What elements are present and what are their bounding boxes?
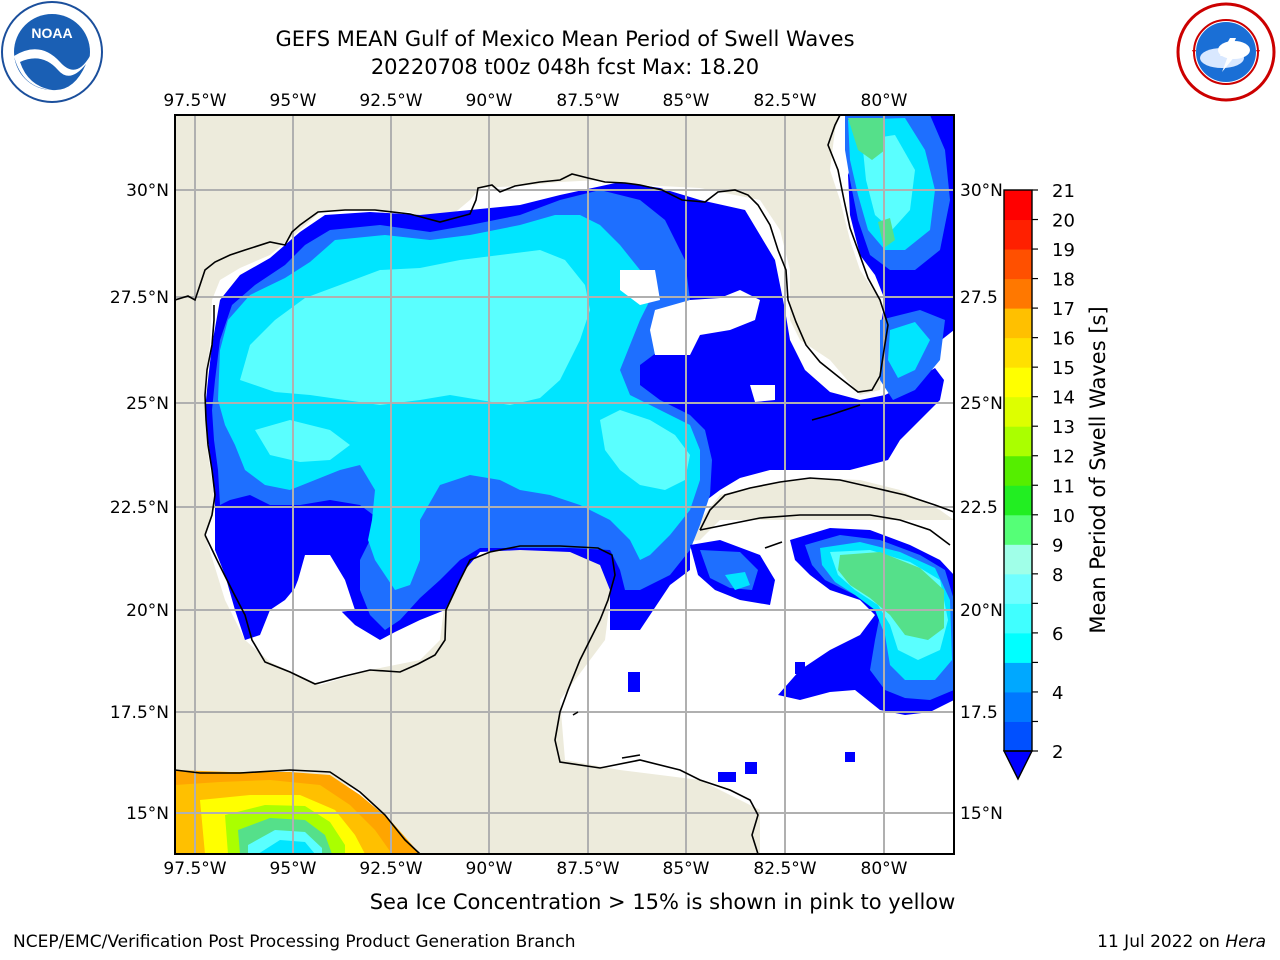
colorbar-tick-label: 4: [1052, 683, 1063, 704]
colorbar-bin: [1004, 632, 1032, 663]
colorbar-tick-label: 20: [1052, 211, 1075, 232]
noaa-logo-text: NOAA: [31, 25, 72, 41]
lat-tick-label: 27.5°N: [110, 288, 169, 308]
colorbar-extend-min: [1002, 750, 1034, 781]
chart-subtitle: 20220708 t00z 048h fcst Max: 18.20: [370, 55, 760, 79]
colorbar-tick-label: 16: [1052, 329, 1075, 350]
lon-tick-label: 97.5°W: [163, 91, 226, 111]
lat-tick-label: 15°N: [126, 804, 169, 824]
colorbar-tick-label: 19: [1052, 240, 1075, 261]
colorbar-tick-label: 2: [1052, 742, 1063, 763]
colorbar-bin: [1004, 455, 1032, 486]
lon-tick-label: 82.5°W: [753, 859, 816, 879]
nws-logo-icon: [1176, 2, 1276, 102]
lat-tick-label: 25°N: [960, 394, 1003, 414]
colorbar-frame: [1003, 189, 1033, 752]
lat-tick-label: 20°N: [126, 601, 169, 621]
lon-tick-label: 97.5°W: [163, 859, 226, 879]
lon-tick-label: 82.5°W: [753, 91, 816, 111]
lon-tick-label: 80°W: [861, 859, 908, 879]
colorbar-bin: [1004, 278, 1032, 309]
colorbar-bin: [1004, 544, 1032, 575]
machine-name: Hera: [1225, 932, 1266, 952]
lon-tick-label: 85°W: [663, 859, 710, 879]
lon-tick-label: 87.5°W: [556, 91, 619, 111]
map-frame: [174, 114, 955, 855]
lat-tick-label: 20°N: [960, 601, 1003, 621]
colorbar-bin: [1004, 190, 1032, 221]
lat-tick-label: 22.5: [960, 498, 998, 518]
colorbar-bin: [1004, 249, 1032, 280]
latitude-labels-left: 30°N 27.5°N 25°N 22.5°N 20°N 17.5°N 15°N: [110, 181, 169, 824]
lon-tick-label: 87.5°W: [556, 859, 619, 879]
colorbar-tick-label: 9: [1052, 535, 1063, 556]
lon-tick-label: 90°W: [466, 859, 513, 879]
colorbar-tick-label: 17: [1052, 299, 1075, 320]
colorbar-bin: [1004, 426, 1032, 457]
lat-tick-label: 22.5°N: [110, 498, 169, 518]
longitude-labels-top: 97.5°W 95°W 92.5°W 90°W 87.5°W 85°W 82.5°W 80°W: [163, 91, 907, 111]
colorbar-tick-label: 18: [1052, 270, 1075, 291]
colorbar-tick-label: 12: [1052, 447, 1075, 468]
colorbar-bin: [1004, 662, 1032, 693]
colorbar-tick-label: 11: [1052, 476, 1075, 497]
colorbar-tick-label: 13: [1052, 417, 1075, 438]
credit-text: NCEP/EMC/Verification Post Processing Pr…: [13, 932, 576, 952]
colorbar-label: Mean Period of Swell Waves [s]: [1086, 306, 1110, 634]
colorbar-tick-label: 21: [1052, 181, 1075, 202]
lon-tick-label: 92.5°W: [359, 91, 422, 111]
colorbar-bin: [1004, 219, 1032, 250]
lat-tick-label: 27.5: [960, 288, 998, 308]
lon-tick-label: 80°W: [861, 91, 908, 111]
colorbar-tick-label: 10: [1052, 506, 1075, 527]
colorbar-bin: [1004, 367, 1032, 398]
lon-tick-label: 90°W: [466, 91, 513, 111]
lon-tick-label: 95°W: [270, 91, 317, 111]
lat-tick-label: 17.5: [960, 703, 998, 723]
colorbar: 21 20 19 18 17 16 15 14 13 12 11 10 9 8 6 4 2: [1002, 181, 1075, 781]
lat-tick-label: 15°N: [960, 804, 1003, 824]
noaa-logo-icon: NOAA: [1, 1, 103, 103]
colorbar-bin: [1004, 514, 1032, 545]
colorbar-bin: [1004, 308, 1032, 339]
date-stamp: 11 Jul 2022 on Hera: [1097, 932, 1266, 952]
coastlines: [175, 115, 954, 854]
colorbar-bin: [1004, 721, 1032, 752]
colorbar-bin: [1004, 485, 1032, 516]
map-gridlines: [175, 115, 954, 854]
colorbar-tick-label: 6: [1052, 624, 1063, 645]
lon-tick-label: 95°W: [270, 859, 317, 879]
lat-tick-label: 30°N: [126, 181, 169, 201]
colorbar-tick-label: 8: [1052, 565, 1063, 586]
colorbar-bin: [1004, 691, 1032, 722]
sea-ice-note: Sea Ice Concentration > 15% is shown in …: [369, 890, 956, 914]
chart-title: GEFS MEAN Gulf of Mexico Mean Period of …: [275, 27, 855, 51]
lon-tick-label: 92.5°W: [359, 859, 422, 879]
date-text: 11 Jul 2022 on: [1097, 932, 1220, 952]
colorbar-tick-label: 14: [1052, 388, 1075, 409]
lat-tick-label: 17.5°N: [110, 703, 169, 723]
lon-tick-label: 85°W: [663, 91, 710, 111]
latitude-labels-right: 30°N 27.5 25°N 22.5 20°N 17.5 15°N: [960, 181, 1003, 824]
colorbar-tick-label: 15: [1052, 358, 1075, 379]
colorbar-bin: [1004, 573, 1032, 604]
colorbar-bin: [1004, 603, 1032, 634]
lat-tick-label: 25°N: [126, 394, 169, 414]
colorbar-bin: [1004, 396, 1032, 427]
lat-tick-label: 30°N: [960, 181, 1003, 201]
map-area: [175, 115, 954, 854]
longitude-labels-bottom: 97.5°W 95°W 92.5°W 90°W 87.5°W 85°W 82.5°W 80°W: [163, 859, 907, 879]
colorbar-bin: [1004, 337, 1032, 368]
